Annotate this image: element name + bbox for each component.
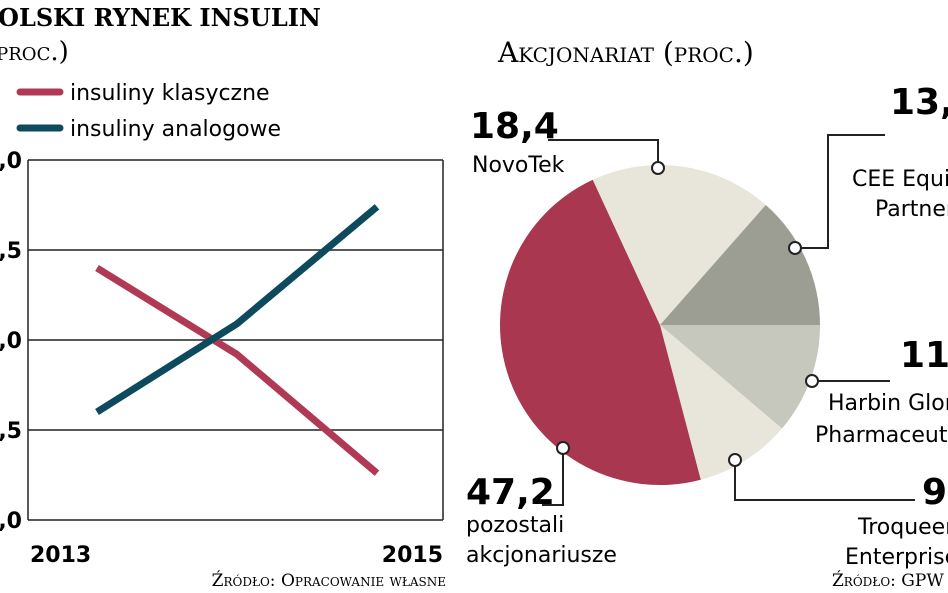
leader-dot xyxy=(788,241,802,255)
leader-line xyxy=(548,139,659,168)
value-label: 47,2 xyxy=(466,472,555,513)
pie-slice xyxy=(660,325,820,429)
category-label: NovoTek xyxy=(472,153,565,178)
pie-slice xyxy=(660,204,820,325)
pie-title: Akcjonariat (proc.) xyxy=(497,36,754,69)
value-label: 18,4 xyxy=(470,106,559,147)
line-source: Źródło: Opracowanie własne xyxy=(212,570,446,591)
leader-dot xyxy=(805,374,819,388)
leader-dot xyxy=(556,441,570,455)
leader-line xyxy=(795,134,885,249)
y-tick-label: 7,0 xyxy=(0,509,22,534)
value-label: 11,2 xyxy=(900,335,948,376)
pie-source: Źródło: GPW xyxy=(832,570,944,591)
category-label: Enterprises xyxy=(845,545,948,570)
y-tick-label: 7,5 xyxy=(0,419,22,444)
line-series xyxy=(95,204,380,415)
category-label: akcjonariusze xyxy=(466,543,617,568)
y-tick-label: 8,5 xyxy=(0,239,22,264)
value-label: 13,5 xyxy=(890,82,948,123)
line-title: POLSKI RYNEK INSULIN xyxy=(0,3,321,32)
pie-slice xyxy=(499,179,701,486)
pie-slice xyxy=(592,164,766,325)
legend-label: insuliny klasyczne xyxy=(70,81,270,106)
value-label: 9,7 xyxy=(922,472,948,513)
category-label: Pharmaceuticals xyxy=(815,423,948,448)
x-tick-label: 2013 xyxy=(30,543,91,568)
category-label: pozostali xyxy=(466,513,564,538)
y-tick-label: 8,0 xyxy=(0,329,22,354)
pie-slice xyxy=(660,325,782,480)
category-label: Partners xyxy=(875,197,948,222)
leader-dot xyxy=(651,161,665,175)
line-subtitle: (proc.) xyxy=(0,37,69,67)
y-tick-label: 9,0 xyxy=(0,149,22,174)
category-label: Harbin Gloria xyxy=(828,391,948,416)
line-series xyxy=(95,265,380,476)
x-tick-label: 2015 xyxy=(382,543,443,568)
category-label: Troqueera xyxy=(857,515,948,540)
leader-line xyxy=(734,460,915,501)
leader-dot xyxy=(728,453,742,467)
category-label: CEE Equity xyxy=(852,167,948,192)
leader-line xyxy=(542,448,564,506)
legend-label: insuliny analogowe xyxy=(70,117,281,142)
